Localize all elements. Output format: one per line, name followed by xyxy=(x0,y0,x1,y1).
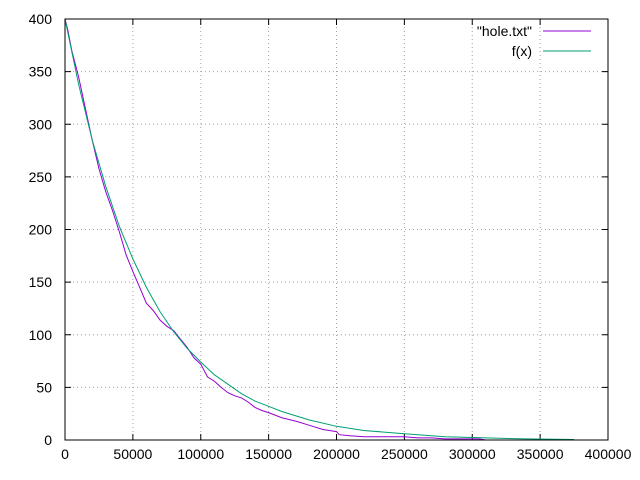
data-series xyxy=(64,18,575,441)
y-tick-label: 250 xyxy=(29,169,53,185)
y-tick-label: 100 xyxy=(29,327,53,343)
axis-ticks: 0 50000 100000 150000 200000 250000 300000 3500… xyxy=(29,11,632,462)
x-tick-label: 350000 xyxy=(517,446,564,462)
y-tick-label: 350 xyxy=(29,64,53,80)
legend-label: "hole.txt" xyxy=(477,23,532,39)
x-tick-label: 300000 xyxy=(449,446,496,462)
y-tick-label: 300 xyxy=(29,116,53,132)
y-tick-label: 400 xyxy=(29,11,53,27)
y-tick-label: 200 xyxy=(29,222,53,238)
x-tick-label: 50000 xyxy=(113,446,152,462)
plot-frame xyxy=(64,18,609,441)
x-tick-label: 200000 xyxy=(313,446,360,462)
legend-label: f(x) xyxy=(512,43,532,59)
y-tick-label: 50 xyxy=(36,379,52,395)
x-tick-label: 0 xyxy=(61,446,69,462)
x-tick-label: 150000 xyxy=(245,446,292,462)
grid-lines xyxy=(65,19,608,440)
x-tick-label: 100000 xyxy=(177,446,224,462)
series-line-1 xyxy=(64,18,486,441)
y-tick-label: 0 xyxy=(44,432,52,448)
y-tick-label: 150 xyxy=(29,274,53,290)
x-tick-label: 250000 xyxy=(381,446,428,462)
legend: "hole.txt" f(x) xyxy=(477,23,591,59)
x-tick-label: 400000 xyxy=(585,446,632,462)
series-line-2 xyxy=(64,18,575,440)
